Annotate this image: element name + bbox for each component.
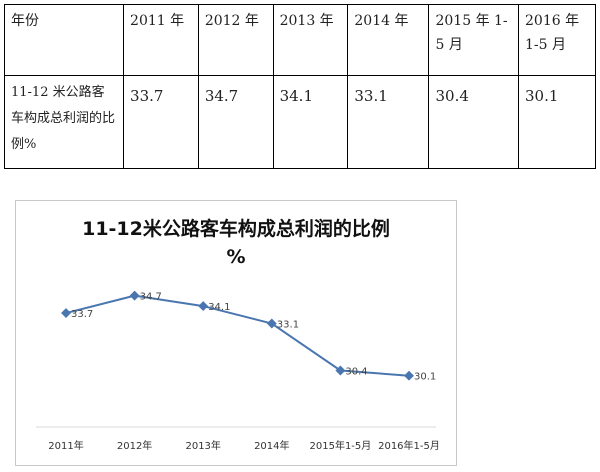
value-cell-2012: 34.7 (197, 75, 274, 169)
chart-frame: 11-12米公路客车构成总利润的比例 % 33.7 34.7 34.1 33.1 30.… (15, 200, 457, 466)
data-point (61, 308, 71, 318)
data-label: 30.1 (414, 372, 436, 383)
header-cell-2015: 2015 年 1-5 月 (428, 4, 520, 76)
header-cell-2011: 2011 年 (123, 4, 199, 76)
data-table: 年份 2011 年 2012 年 2013 年 2014 年 2015 年 1-… (3, 4, 596, 169)
header-cell-2016: 2016 年 1-5 月 (518, 4, 596, 76)
x-tick-label: 2016年1-5月 (378, 439, 440, 452)
value-cell-2014: 33.1 (347, 75, 430, 169)
data-label: 34.7 (140, 292, 162, 303)
header-cell-year: 年份 (3, 4, 125, 76)
chart-title-unit: % (226, 246, 245, 268)
header-cell-2012: 2012 年 (197, 4, 274, 76)
data-point (198, 301, 209, 312)
value-cell-2015: 30.4 (428, 75, 520, 169)
data-point (266, 318, 277, 329)
chart-title: 11-12米公路客车构成总利润的比例 (82, 217, 390, 240)
data-label: 34.1 (208, 302, 230, 313)
table-header-row: 年份 2011 年 2012 年 2013 年 2014 年 2015 年 1-… (3, 4, 596, 76)
x-tick-label: 2011年 (48, 439, 83, 452)
value-cell-2016: 30.1 (518, 75, 596, 169)
line-chart: 11-12米公路客车构成总利润的比例 % 33.7 34.7 34.1 33.1 30.… (36, 217, 440, 452)
x-tick-label: 2015年1-5月 (310, 439, 372, 452)
data-point (129, 290, 140, 301)
series-line (65, 294, 410, 377)
data-label: 30.4 (345, 367, 367, 378)
x-tick-label: 2014年 (254, 439, 289, 452)
value-cell-2011: 33.7 (123, 75, 199, 169)
table-data-row: 11-12 米公路客车构成总利润的比例% 33.7 34.7 34.1 33.1… (3, 75, 596, 169)
data-label: 33.7 (71, 309, 93, 320)
header-cell-2014: 2014 年 (347, 4, 430, 76)
data-point (404, 370, 414, 381)
value-cell-2013: 34.1 (272, 75, 349, 169)
row-label-cell: 11-12 米公路客车构成总利润的比例% (3, 75, 125, 169)
header-cell-2013: 2013 年 (272, 4, 349, 76)
x-tick-label: 2013年 (185, 439, 220, 452)
x-tick-label: 2012年 (117, 439, 152, 452)
data-label: 33.1 (277, 319, 299, 330)
plot-area: 33.7 34.7 34.1 33.1 30.4 30.1 2011年 2012年 2013年 2… (36, 290, 440, 452)
